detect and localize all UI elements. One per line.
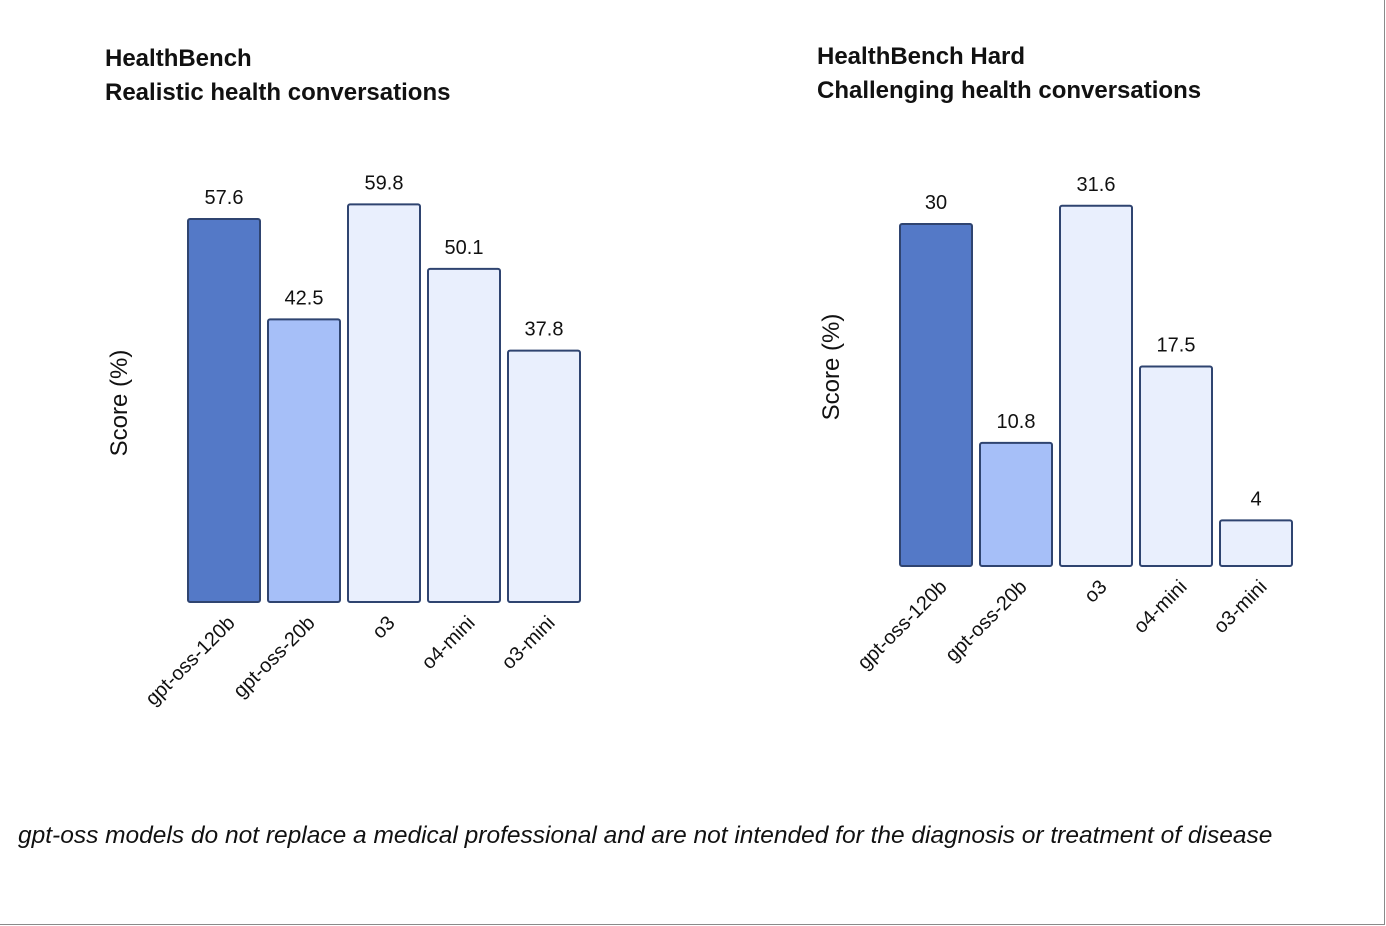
- bar-value-label: 30: [925, 192, 947, 214]
- y-axis-label: Score (%): [106, 350, 133, 457]
- chart-title: HealthBench: [105, 45, 252, 72]
- bar-value-label: 17.5: [1157, 335, 1196, 357]
- chart-subtitle: Realistic health conversations: [105, 79, 451, 106]
- bar-value-label: 59.8: [365, 172, 404, 194]
- bar-gpt-oss-120b: [899, 223, 973, 567]
- healthbench-hard-bar-chart: Score (%) 30 gpt-oss-120b 10.8 gpt-oss-20b 31…: [818, 174, 1293, 674]
- bar-value-label: 50.1: [445, 237, 484, 259]
- bar-o3-mini: [1219, 519, 1293, 568]
- chart-subtitle: Challenging health conversations: [817, 77, 1202, 104]
- healthbench-bar-chart: Score (%)57.6gpt-oss-120b42.5gpt-oss-20b…: [106, 172, 581, 710]
- bar-o4-mini: [427, 267, 501, 603]
- bar-value-label: 31.6: [1077, 174, 1116, 196]
- bar-o3-mini: [507, 349, 581, 603]
- bar-gpt-oss-20b: [267, 318, 341, 603]
- bar-o3: [1059, 204, 1133, 567]
- x-tick-label: o3-mini: [1210, 576, 1272, 638]
- chart-title: HealthBench Hard: [817, 43, 1026, 70]
- bar-value-label: 10.8: [997, 411, 1036, 433]
- x-tick-label: gpt-oss-120b: [853, 576, 951, 674]
- bar-gpt-oss-120b: [187, 217, 261, 604]
- chart-title-healthbench: HealthBench Realistic health conversatio…: [105, 42, 450, 110]
- x-tick-label: o4-mini: [1130, 576, 1192, 638]
- bar-gpt-oss-20b: [979, 441, 1053, 568]
- footnote: gpt-oss models do not replace a medical …: [18, 822, 1273, 849]
- bar-value-label: 57.6: [205, 187, 244, 209]
- bar-value-label: 37.8: [525, 319, 564, 341]
- x-tick-label: gpt-oss-20b: [941, 576, 1031, 666]
- bar-value-label: 4: [1250, 488, 1261, 510]
- bar-o3: [347, 203, 421, 604]
- y-axis-label: Score (%): [818, 314, 845, 421]
- x-tick-label: o3: [1080, 576, 1111, 607]
- bar-value-label: 42.5: [285, 287, 324, 309]
- chart-title-healthbench-hard: HealthBench Hard Challenging health conv…: [817, 40, 1201, 108]
- bar-o4-mini: [1139, 365, 1213, 567]
